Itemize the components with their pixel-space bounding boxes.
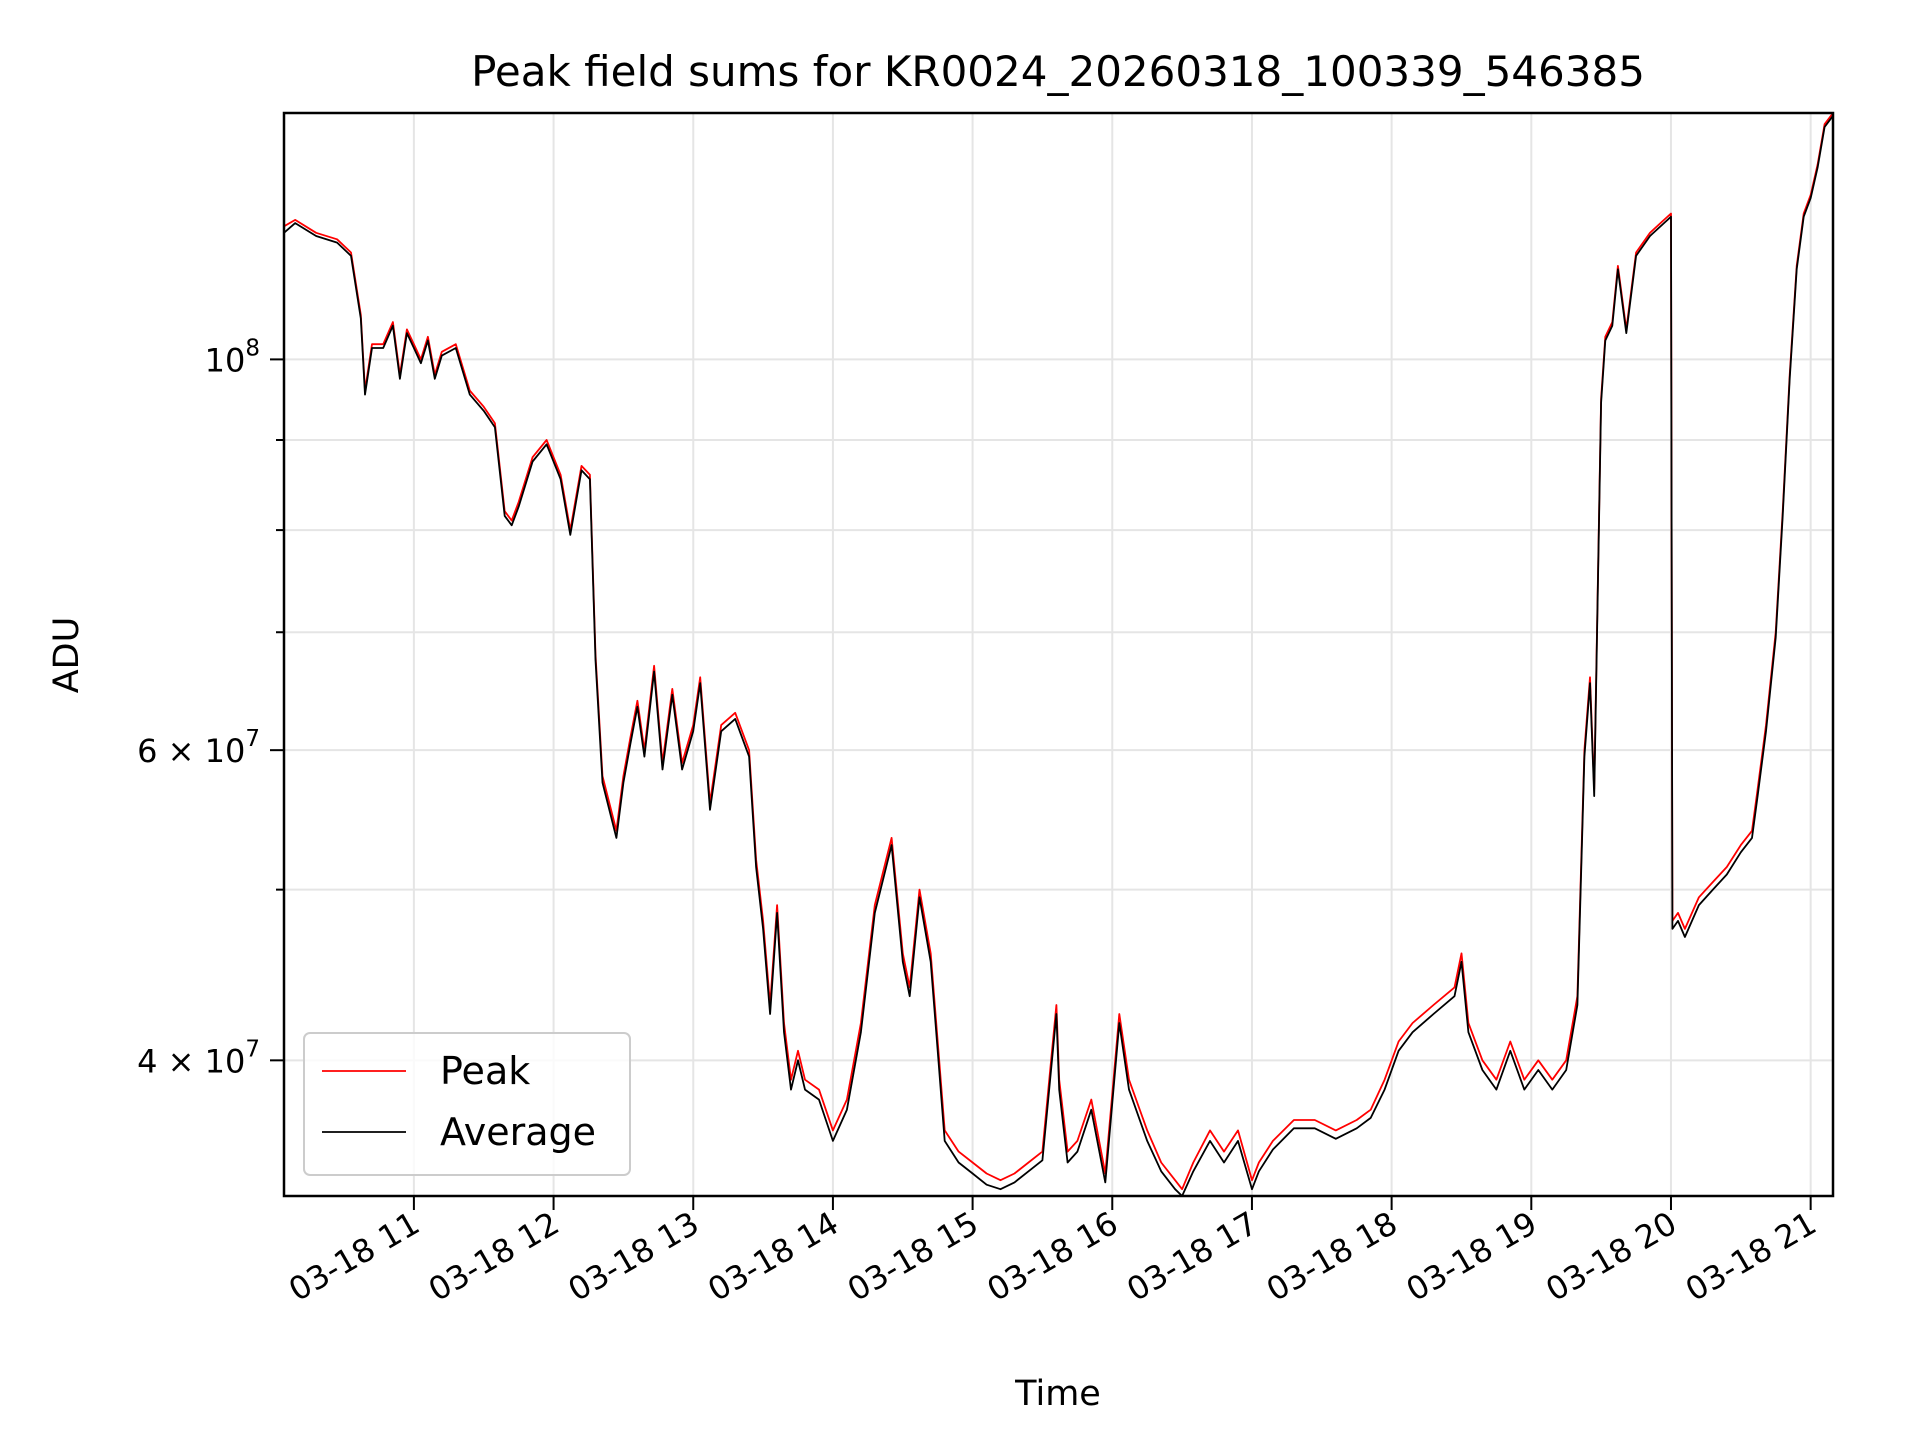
y-axis: 108 6 × 107 4 × 107 [137,335,284,1080]
legend: Peak Average [303,1032,631,1176]
y-tick-label: 108 [205,335,260,379]
y-tick-label: 6 × 107 [137,726,260,770]
series-layer [283,112,1834,1197]
legend-label-average: Average [440,1110,596,1154]
series-line-average [283,115,1834,1197]
x-axis-label: Time [1014,1374,1101,1414]
y-axis-label: ADU [47,617,87,694]
legend-box [303,1032,631,1176]
chart-title: Peak field sums for KR0024_20260318_1003… [471,47,1645,96]
plot-frame [282,111,1835,1198]
y-tick-label: 4 × 107 [137,1036,260,1080]
legend-label-peak: Peak [440,1049,530,1093]
